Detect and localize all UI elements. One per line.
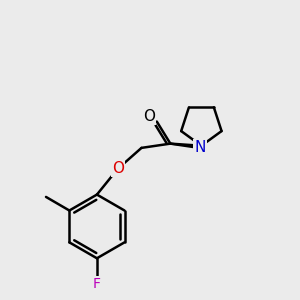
- Text: N: N: [194, 140, 206, 155]
- Text: F: F: [93, 277, 101, 291]
- Text: O: O: [143, 109, 155, 124]
- Text: O: O: [112, 161, 124, 176]
